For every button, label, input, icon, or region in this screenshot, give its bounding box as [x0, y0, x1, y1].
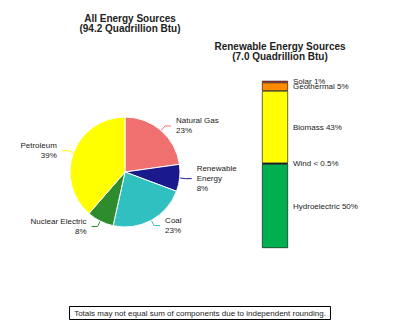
svg-text:Wind < 0.5%: Wind < 0.5% — [293, 159, 339, 168]
svg-text:Petroleum: Petroleum — [20, 141, 57, 150]
svg-text:Biomass 43%: Biomass 43% — [293, 123, 342, 132]
svg-text:(94.2 Quadrillion Btu): (94.2 Quadrillion Btu) — [79, 23, 180, 34]
svg-text:23%: 23% — [165, 226, 181, 235]
svg-text:Renewable Energy Sources: Renewable Energy Sources — [214, 40, 346, 52]
svg-text:Coal: Coal — [165, 216, 182, 225]
svg-text:Natural Gas: Natural Gas — [176, 116, 219, 125]
svg-text:Hydroelectric 50%: Hydroelectric 50% — [293, 202, 358, 211]
svg-text:Renewable: Renewable — [197, 164, 238, 173]
svg-text:Energy: Energy — [197, 174, 222, 183]
svg-text:Solar 1%: Solar 1% — [293, 77, 325, 86]
svg-text:Geothermal 5%: Geothermal 5% — [293, 82, 349, 92]
svg-text:23%: 23% — [176, 126, 192, 135]
svg-text:(7.0 Quadrillion Btu): (7.0 Quadrillion Btu) — [232, 51, 328, 62]
svg-text:Nuclear Electric: Nuclear Electric — [31, 217, 87, 226]
svg-text:8%: 8% — [75, 227, 87, 236]
svg-text:All Energy Sources: All Energy Sources — [84, 12, 176, 24]
svg-text:39%: 39% — [41, 151, 57, 160]
svg-text:8%: 8% — [197, 184, 209, 193]
svg-text:Totals may not equal sum of co: Totals may not equal sum of components d… — [74, 309, 326, 318]
